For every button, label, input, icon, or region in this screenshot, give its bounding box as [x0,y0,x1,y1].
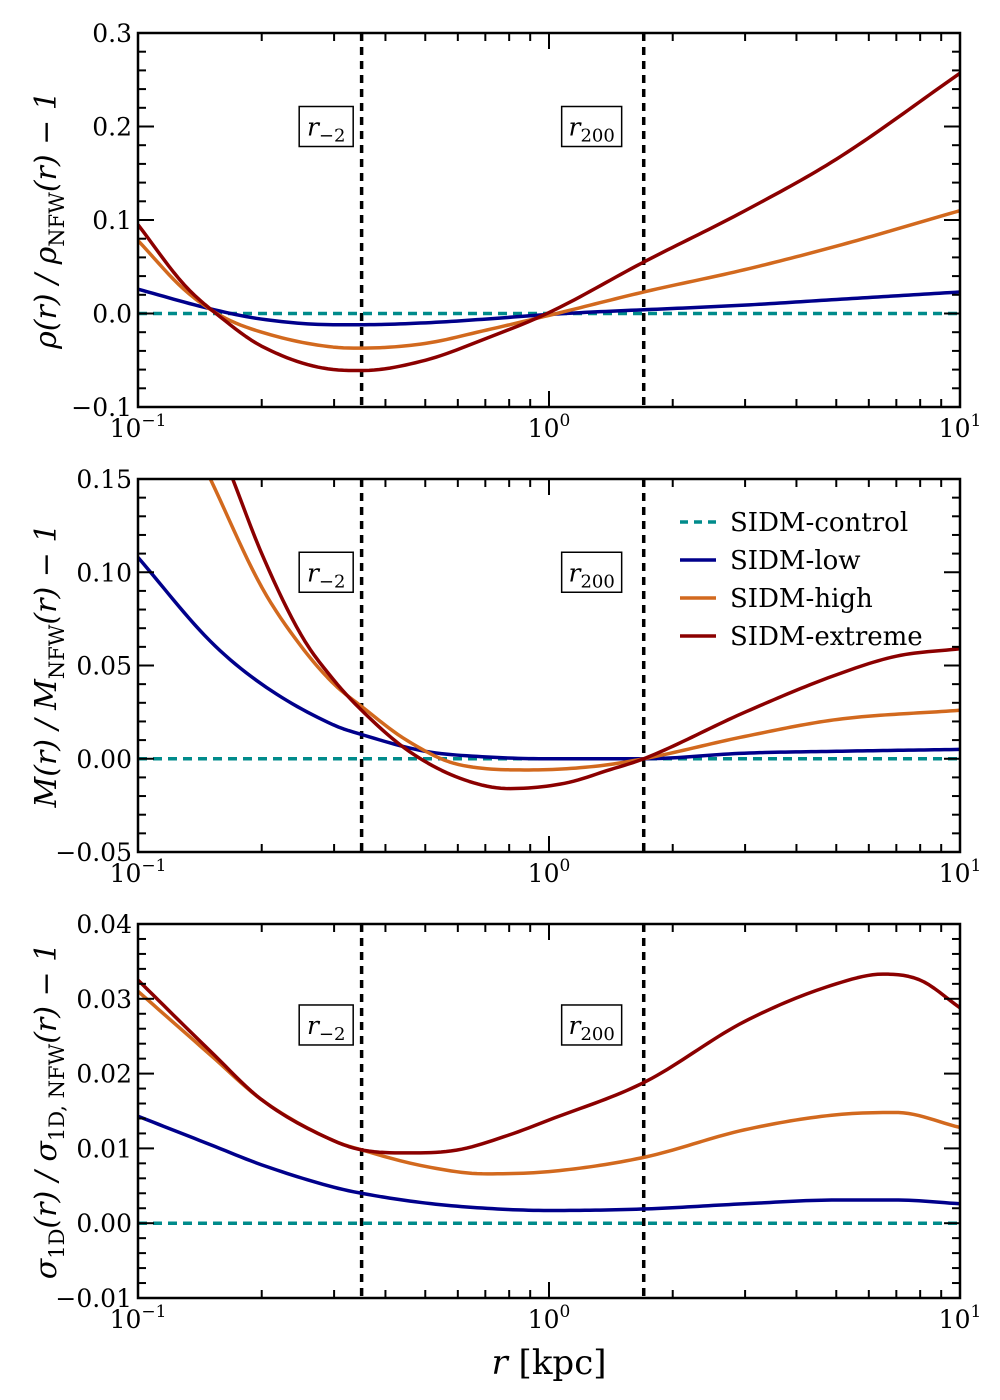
panel-density: 10−1 100 101 −0.1 0.0 0.1 0.2 0.3 ρ(r) / ρNFW(r)… [29,19,981,443]
y-tick-label: 0.01 [76,1134,132,1163]
annotation-r200: r200 [569,113,615,147]
y-tick-label: −0.01 [55,1284,132,1313]
annotation-box [298,105,354,148]
annotation-r-2: r−2 [307,558,346,592]
series-sidm-extreme [138,972,960,1155]
annotation-box [298,551,354,593]
y-tick-label: 0.00 [76,745,132,774]
x-tick-label: 101 [939,1302,982,1334]
annotation-box [560,105,623,148]
x-tick-label: 100 [528,411,571,443]
series-sidm-low [138,556,960,761]
legend-label: SIDM-low [730,546,861,576]
series-group [138,71,960,373]
series-sidm-low [138,287,960,327]
annotation-box [298,1004,354,1046]
series-sidm-high [138,990,960,1176]
annotation-r-2: r−2 [307,113,346,147]
y-tick-label: −0.05 [55,838,132,867]
x-tick-label: 100 [528,1302,571,1334]
series-sidm-high [138,208,960,350]
x-tick-label: 10−1 [110,856,167,888]
y-tick-label: 0.1 [92,206,132,235]
y-tick-label: 0.02 [76,1060,132,1089]
y-axis-label: σ1D(r) / σ1D, NFW(r) − 1 [29,943,69,1280]
legend-label: SIDM-control [730,508,908,538]
series-sidm-extreme [138,71,960,373]
annotation-box [560,1004,623,1046]
y-tick-label: 0.03 [76,985,132,1014]
legend-label: SIDM-extreme [730,622,923,652]
y-tick-label: −0.1 [71,393,132,422]
annotation-r200: r200 [569,558,615,592]
axes-frame [136,31,962,409]
y-tick-label: 0.05 [76,652,132,681]
x-tick-label: 101 [939,411,982,443]
series-group [138,479,960,791]
series-sidm-low [138,1114,960,1213]
axes-frame [136,922,962,1300]
y-tick-label: 0.15 [76,465,132,494]
panel-velocity-dispersion: 10−1 100 101 −0.01 0.00 0.01 0.02 0.03 0.04σ1D(r… [29,910,981,1383]
series-sidm-high [208,479,960,772]
x-tick-label: 101 [939,856,982,888]
legend: SIDM-control SIDM-low SIDM-high SIDM-extrem… [680,508,923,652]
y-tick-label: 0.3 [92,19,132,48]
x-tick-label: 10−1 [110,411,167,443]
annotation-r-2: r−2 [307,1011,346,1045]
annotation-box [560,551,623,593]
series-group [138,972,960,1225]
legend-label: SIDM-high [730,584,873,614]
y-axis-label: M(r) / MNFW(r) − 1 [29,524,69,809]
y-tick-label: 0.0 [92,300,132,329]
x-tick-label: 100 [528,856,571,888]
annotation-r200: r200 [569,1011,615,1045]
x-tick-label: 10−1 [110,1302,167,1334]
y-tick-label: 0.04 [76,910,132,939]
panel-mass: 10−1 100 101 −0.05 0.00 0.05 0.10 0.15 M(r) / MN… [29,465,981,888]
y-axis-label: ρ(r) / ρNFW(r) − 1 [29,91,69,350]
y-tick-label: 0.10 [76,558,132,587]
y-tick-label: 0.2 [92,113,132,142]
x-axis-label: r [kpc] [491,1343,606,1383]
y-tick-label: 0.00 [76,1209,132,1238]
series-sidm-extreme [231,479,960,791]
